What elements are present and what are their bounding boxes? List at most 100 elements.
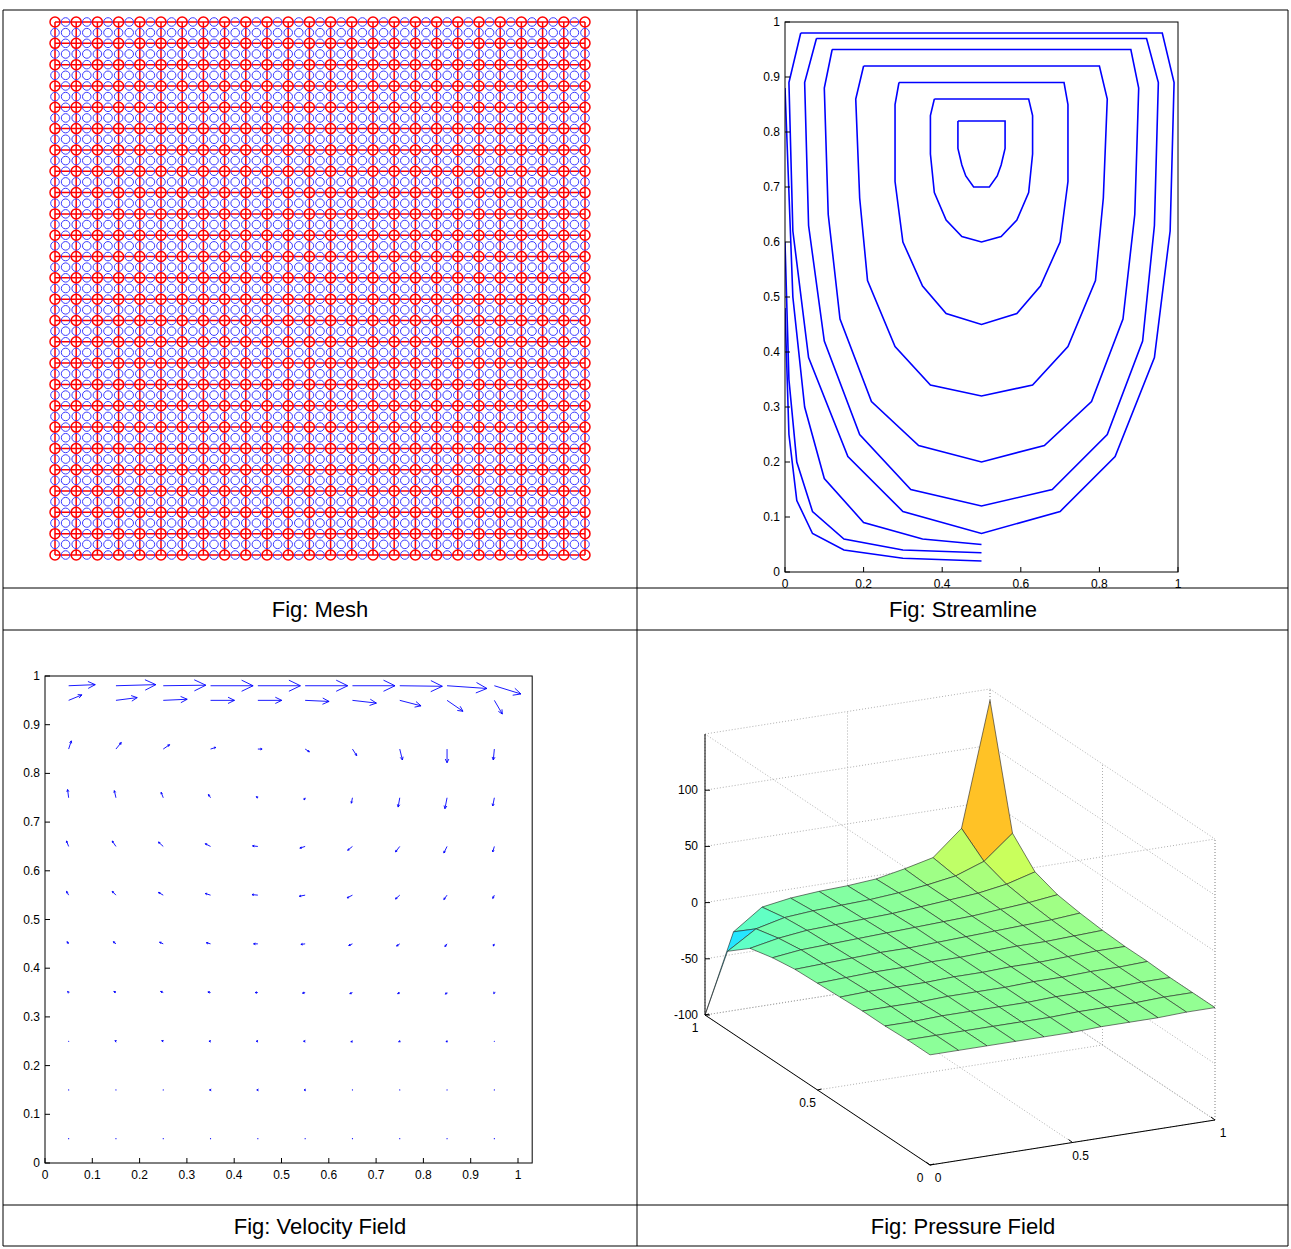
staggered-node xyxy=(549,210,558,219)
staggered-node xyxy=(178,327,187,336)
staggered-node xyxy=(570,391,579,400)
staggered-node xyxy=(432,178,441,187)
staggered-node xyxy=(369,348,378,357)
staggered-node xyxy=(326,199,335,208)
staggered-node xyxy=(93,156,102,165)
staggered-node xyxy=(358,124,367,133)
staggered-node xyxy=(51,220,60,229)
staggered-node xyxy=(538,263,547,272)
staggered-node xyxy=(517,540,526,549)
staggered-node xyxy=(295,423,304,432)
staggered-node xyxy=(538,306,547,315)
staggered-node xyxy=(178,220,187,229)
staggered-node xyxy=(538,156,547,165)
staggered-node xyxy=(401,92,410,101)
staggered-node xyxy=(485,348,494,357)
staggered-node xyxy=(369,220,378,229)
staggered-node xyxy=(83,114,92,123)
staggered-node xyxy=(125,220,134,229)
staggered-node xyxy=(252,60,261,69)
staggered-node xyxy=(326,114,335,123)
staggered-node xyxy=(570,433,579,442)
staggered-node xyxy=(358,551,367,560)
staggered-node xyxy=(114,92,123,101)
staggered-node xyxy=(485,401,494,410)
staggered-node xyxy=(199,348,208,357)
staggered-node xyxy=(316,178,325,187)
staggered-node xyxy=(358,327,367,336)
staggered-node xyxy=(507,497,516,506)
staggered-node xyxy=(114,114,123,123)
staggered-node xyxy=(220,263,229,272)
staggered-node xyxy=(560,71,569,80)
staggered-node xyxy=(83,18,92,27)
staggered-node xyxy=(305,476,314,485)
staggered-node xyxy=(560,412,569,421)
staggered-node xyxy=(422,444,431,453)
staggered-node xyxy=(485,124,494,133)
staggered-node xyxy=(443,444,452,453)
staggered-node xyxy=(475,497,484,506)
staggered-node xyxy=(475,220,484,229)
staggered-node xyxy=(316,316,325,325)
staggered-node xyxy=(485,338,494,347)
staggered-node xyxy=(252,71,261,80)
staggered-node xyxy=(242,284,251,293)
staggered-node xyxy=(231,135,240,144)
staggered-node xyxy=(61,412,70,421)
staggered-node xyxy=(146,487,155,496)
staggered-node xyxy=(316,252,325,261)
staggered-node xyxy=(51,28,60,37)
staggered-node xyxy=(136,156,145,165)
staggered-node xyxy=(326,220,335,229)
staggered-node xyxy=(379,71,388,80)
staggered-node xyxy=(401,71,410,80)
staggered-node xyxy=(485,444,494,453)
staggered-node xyxy=(528,401,537,410)
staggered-node xyxy=(401,252,410,261)
staggered-node xyxy=(507,316,516,325)
staggered-node xyxy=(104,167,113,176)
staggered-node xyxy=(549,167,558,176)
staggered-node xyxy=(390,369,399,378)
staggered-node xyxy=(454,391,463,400)
staggered-node xyxy=(114,391,123,400)
staggered-node xyxy=(104,423,113,432)
staggered-node xyxy=(528,519,537,528)
staggered-node xyxy=(146,18,155,27)
staggered-node xyxy=(570,82,579,91)
staggered-node xyxy=(273,551,282,560)
staggered-node xyxy=(316,50,325,59)
staggered-node xyxy=(464,242,473,251)
staggered-node xyxy=(231,412,240,421)
staggered-node xyxy=(189,423,198,432)
staggered-node xyxy=(284,369,293,378)
staggered-node xyxy=(146,369,155,378)
staggered-node xyxy=(146,220,155,229)
staggered-node xyxy=(496,263,505,272)
staggered-node xyxy=(432,306,441,315)
staggered-node xyxy=(167,28,176,37)
staggered-node xyxy=(358,274,367,283)
staggered-node xyxy=(189,210,198,219)
staggered-node xyxy=(305,114,314,123)
staggered-node xyxy=(443,348,452,357)
staggered-node xyxy=(305,178,314,187)
staggered-node xyxy=(210,401,219,410)
staggered-node xyxy=(358,369,367,378)
staggered-node xyxy=(401,18,410,27)
staggered-node xyxy=(549,401,558,410)
staggered-node xyxy=(167,92,176,101)
staggered-node xyxy=(390,199,399,208)
staggered-node xyxy=(379,295,388,304)
staggered-node xyxy=(326,455,335,464)
staggered-node xyxy=(485,306,494,315)
staggered-node xyxy=(517,391,526,400)
staggered-node xyxy=(210,146,219,155)
staggered-node xyxy=(337,444,346,453)
staggered-node xyxy=(570,455,579,464)
staggered-node xyxy=(432,263,441,272)
staggered-node xyxy=(189,369,198,378)
staggered-node xyxy=(51,519,60,528)
staggered-node xyxy=(581,263,590,272)
